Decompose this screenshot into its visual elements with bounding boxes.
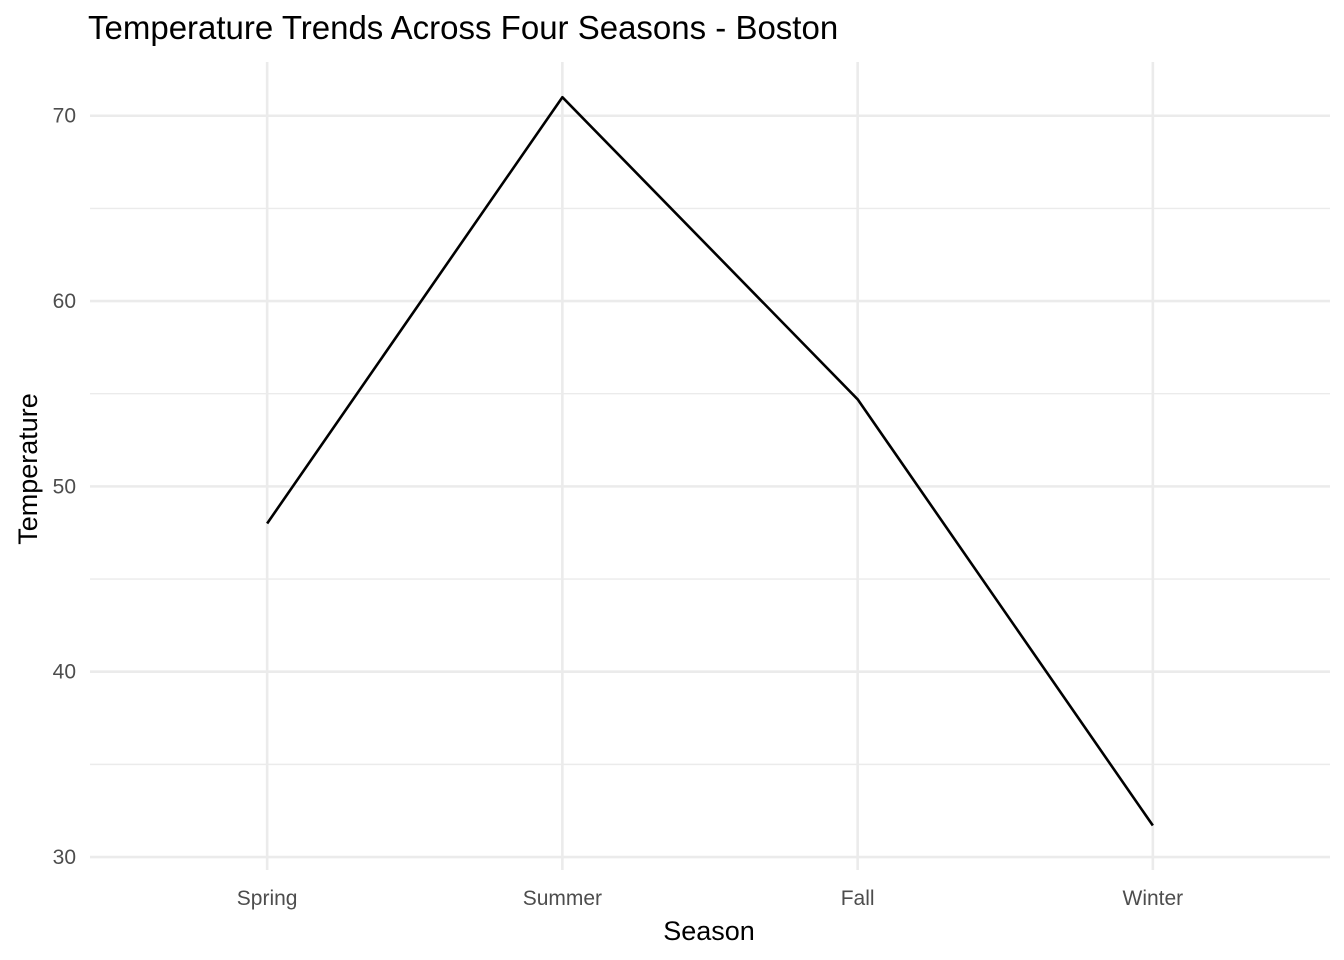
y-axis-ticks: 30 40 50 60 70 — [53, 105, 76, 869]
x-tick-label: Spring — [237, 887, 298, 910]
x-tick-label: Winter — [1123, 887, 1184, 910]
x-axis-ticks: Spring Summer Fall Winter — [237, 887, 1183, 910]
y-tick-label: 40 — [53, 661, 76, 684]
y-tick-label: 30 — [53, 846, 76, 869]
x-axis-title: Season — [663, 916, 755, 946]
x-tick-label: Summer — [523, 887, 602, 910]
x-tick-label: Fall — [841, 887, 875, 910]
y-tick-label: 60 — [53, 290, 76, 313]
y-tick-label: 70 — [53, 105, 76, 128]
series-layer — [266, 95, 1154, 827]
series-line — [266, 95, 1154, 827]
y-tick-label: 50 — [53, 475, 76, 498]
minor-gridlines — [90, 207, 1330, 766]
chart-title: Temperature Trends Across Four Seasons -… — [88, 9, 838, 46]
major-gridlines — [90, 62, 1330, 870]
y-axis-title: Temperature — [13, 393, 43, 545]
